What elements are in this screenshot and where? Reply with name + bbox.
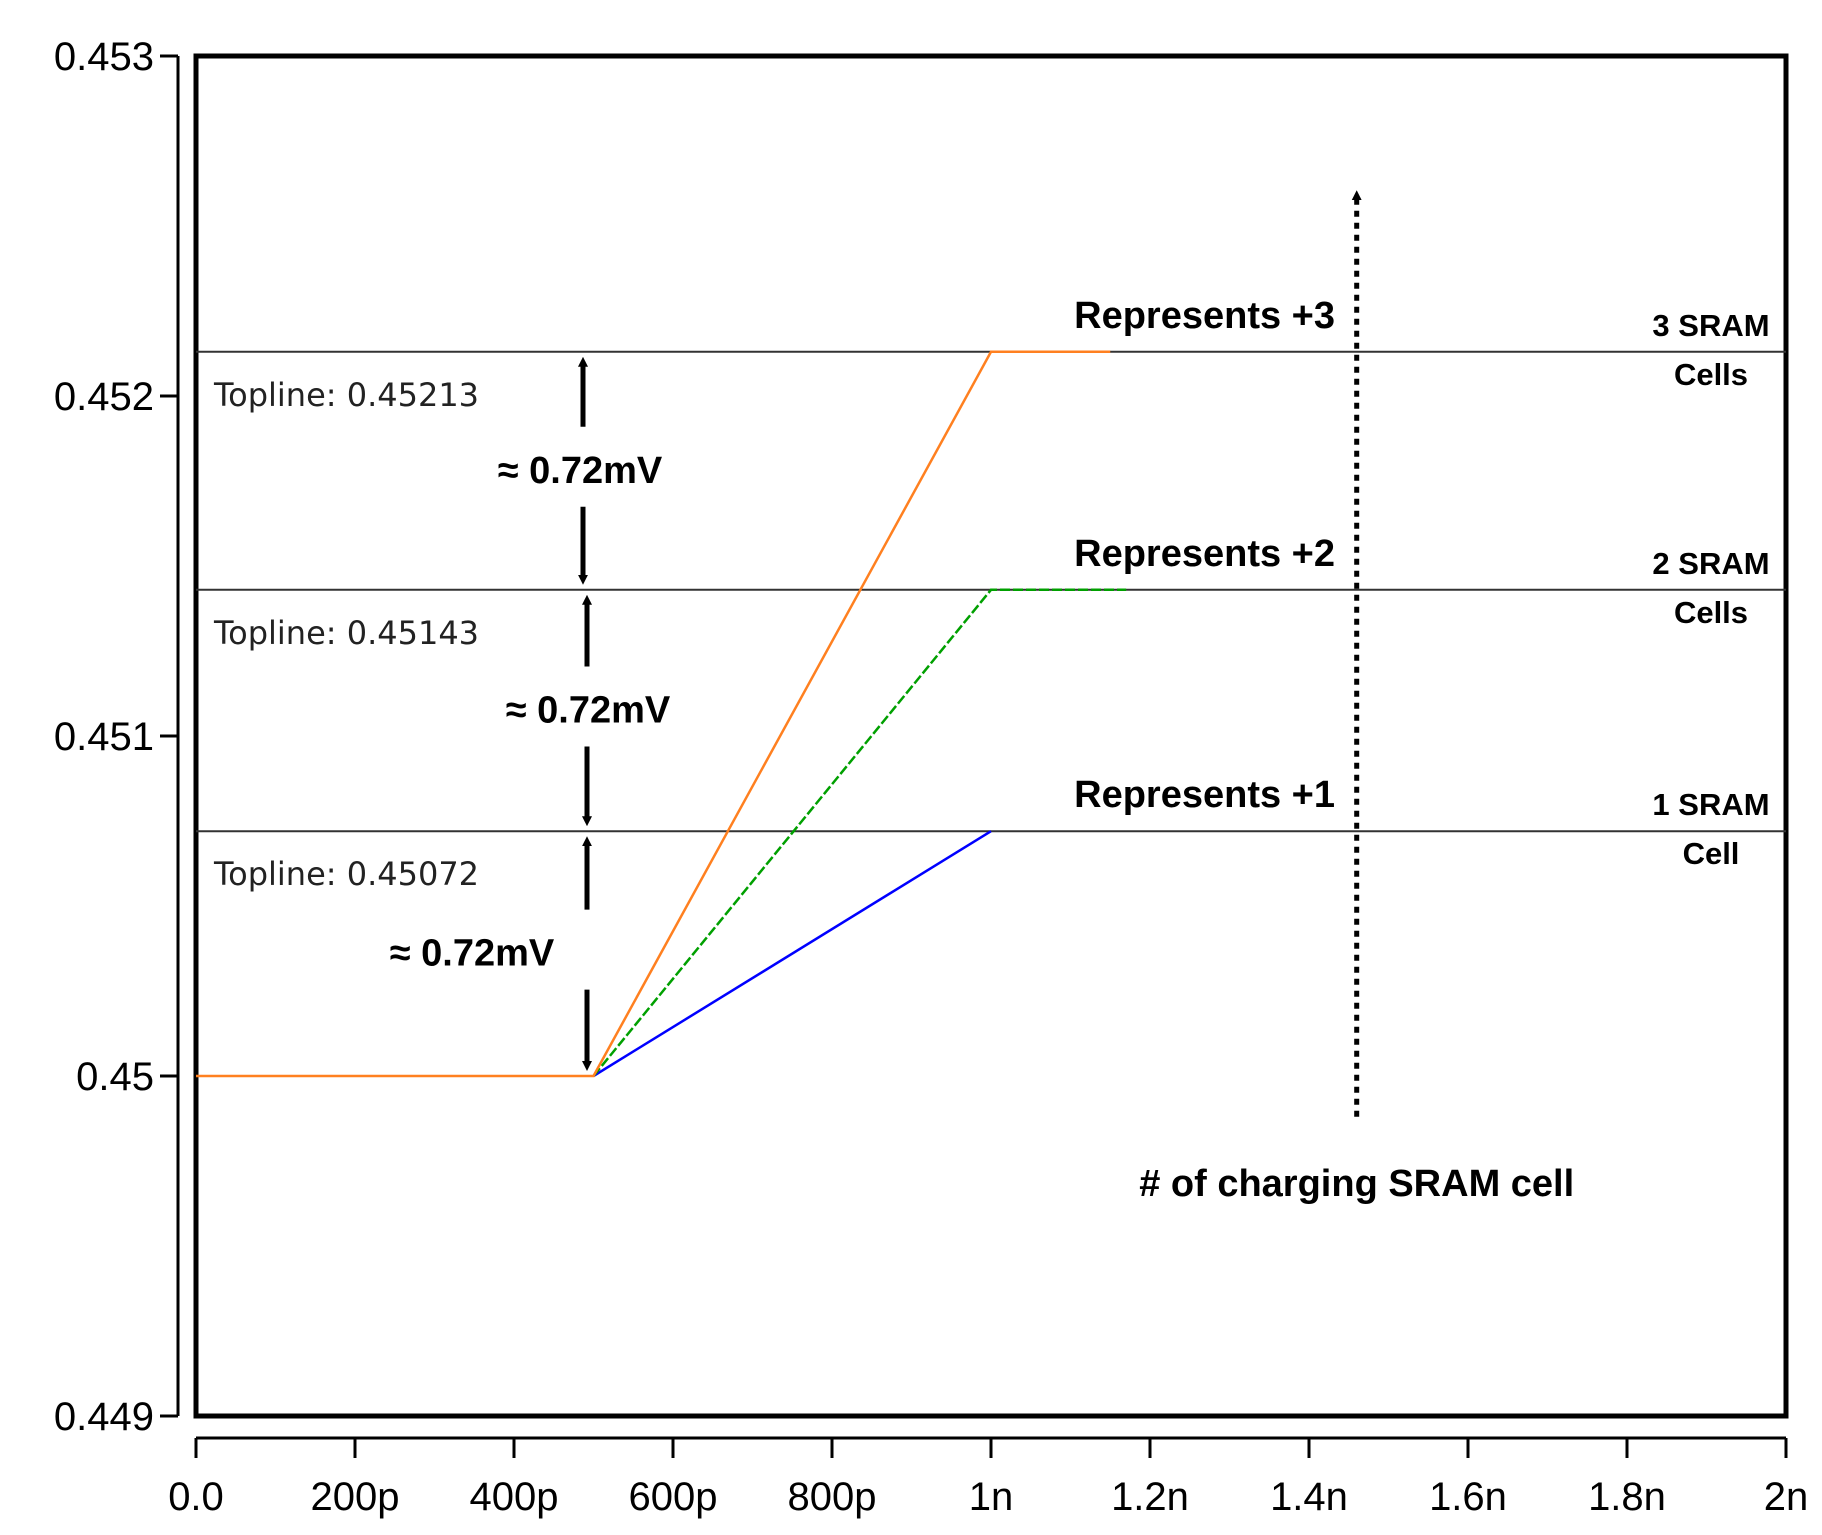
x-tick-label: 800p: [788, 1475, 877, 1519]
sram-cells-label: 2 SRAM: [1652, 546, 1769, 581]
represents-label: Represents +2: [1074, 533, 1335, 575]
charging-annotation: # of charging SRAM cell: [1139, 190, 1574, 1205]
represents-label: Represents +3: [1074, 295, 1335, 337]
represents-label: Represents +1: [1074, 774, 1335, 816]
x-tick-label: 600p: [629, 1475, 718, 1519]
delta-annotations: ≈ 0.72mV ≈ 0.72mV ≈ 0.72mV: [390, 356, 671, 1071]
topline-label: Topline: 0.45143: [213, 614, 479, 652]
toplines: Topline: 0.45213 Represents +3 3 SRAM Cells…: [196, 295, 1786, 893]
y-ticks: 0.449 0.45 0.451 0.452 0.453: [54, 35, 178, 1439]
sram-cells-label: 3 SRAM: [1652, 308, 1769, 343]
y-tick-label: 0.451: [54, 715, 154, 759]
series-line: [592, 588, 1127, 1077]
y-tick-label: 0.449: [54, 1395, 154, 1439]
x-tick-label: 1.2n: [1111, 1475, 1189, 1519]
charging-note: # of charging SRAM cell: [1139, 1163, 1574, 1205]
sram-cells-label: Cell: [1683, 836, 1740, 871]
delta-label: ≈ 0.72mV: [506, 690, 671, 732]
series: [196, 350, 1127, 1078]
y-tick-label: 0.453: [54, 35, 154, 79]
y-tick-label: 0.45: [76, 1055, 154, 1099]
plot-frame: [193, 53, 1789, 1419]
x-tick-label: 1n: [969, 1475, 1014, 1519]
sram-cells-label: Cells: [1674, 357, 1748, 392]
sram-cells-label: Cells: [1674, 595, 1748, 630]
topline-label: Topline: 0.45213: [213, 376, 479, 414]
topline-label: Topline: 0.45072: [213, 855, 479, 893]
x-tick-label: 1.8n: [1588, 1475, 1666, 1519]
sram-cells-label: 1 SRAM: [1652, 787, 1769, 822]
x-ticks: 0.0 200p 400p 600p 800p 1n 1.2n 1.4n 1.6n 1.8n 2n: [168, 1438, 1808, 1519]
x-tick-label: 1.6n: [1429, 1475, 1507, 1519]
x-tick-label: 400p: [470, 1475, 559, 1519]
x-tick-label: 200p: [311, 1475, 400, 1519]
series-line: [196, 350, 1111, 1078]
series-line: [592, 830, 992, 1078]
y-tick-label: 0.452: [54, 375, 154, 419]
delta-label: ≈ 0.72mV: [390, 933, 555, 975]
delta-label: ≈ 0.72mV: [498, 450, 663, 492]
x-tick-label: 2n: [1764, 1475, 1809, 1519]
x-tick-label: 0.0: [168, 1475, 224, 1519]
x-tick-label: 1.4n: [1270, 1475, 1348, 1519]
